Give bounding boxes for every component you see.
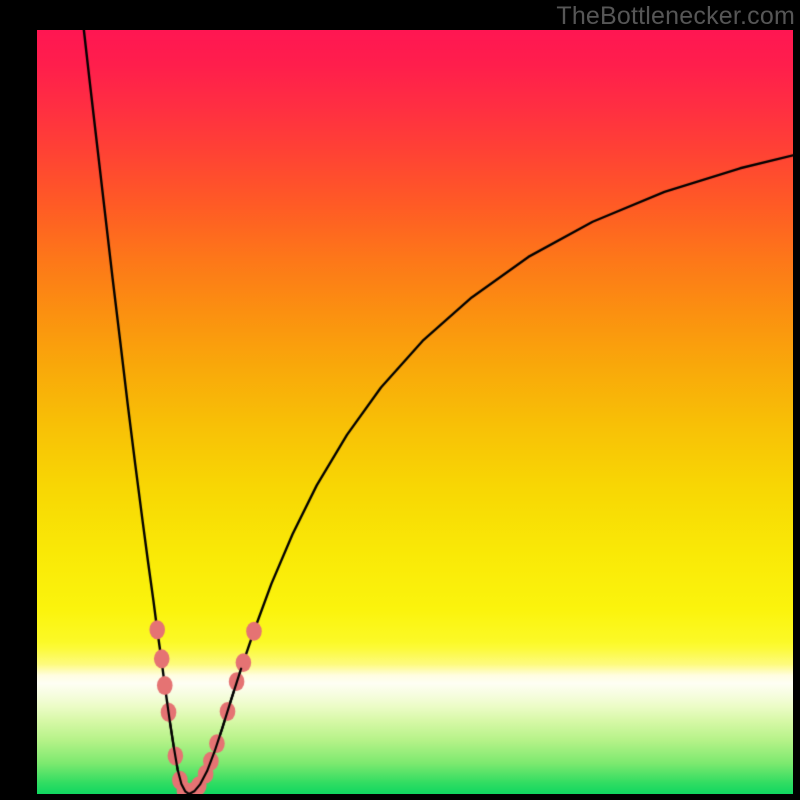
plot-area xyxy=(37,30,793,794)
chart-stage: TheBottlenecker.com xyxy=(0,0,800,800)
watermark-label: TheBottlenecker.com xyxy=(556,2,795,31)
bottleneck-curves xyxy=(37,30,793,794)
